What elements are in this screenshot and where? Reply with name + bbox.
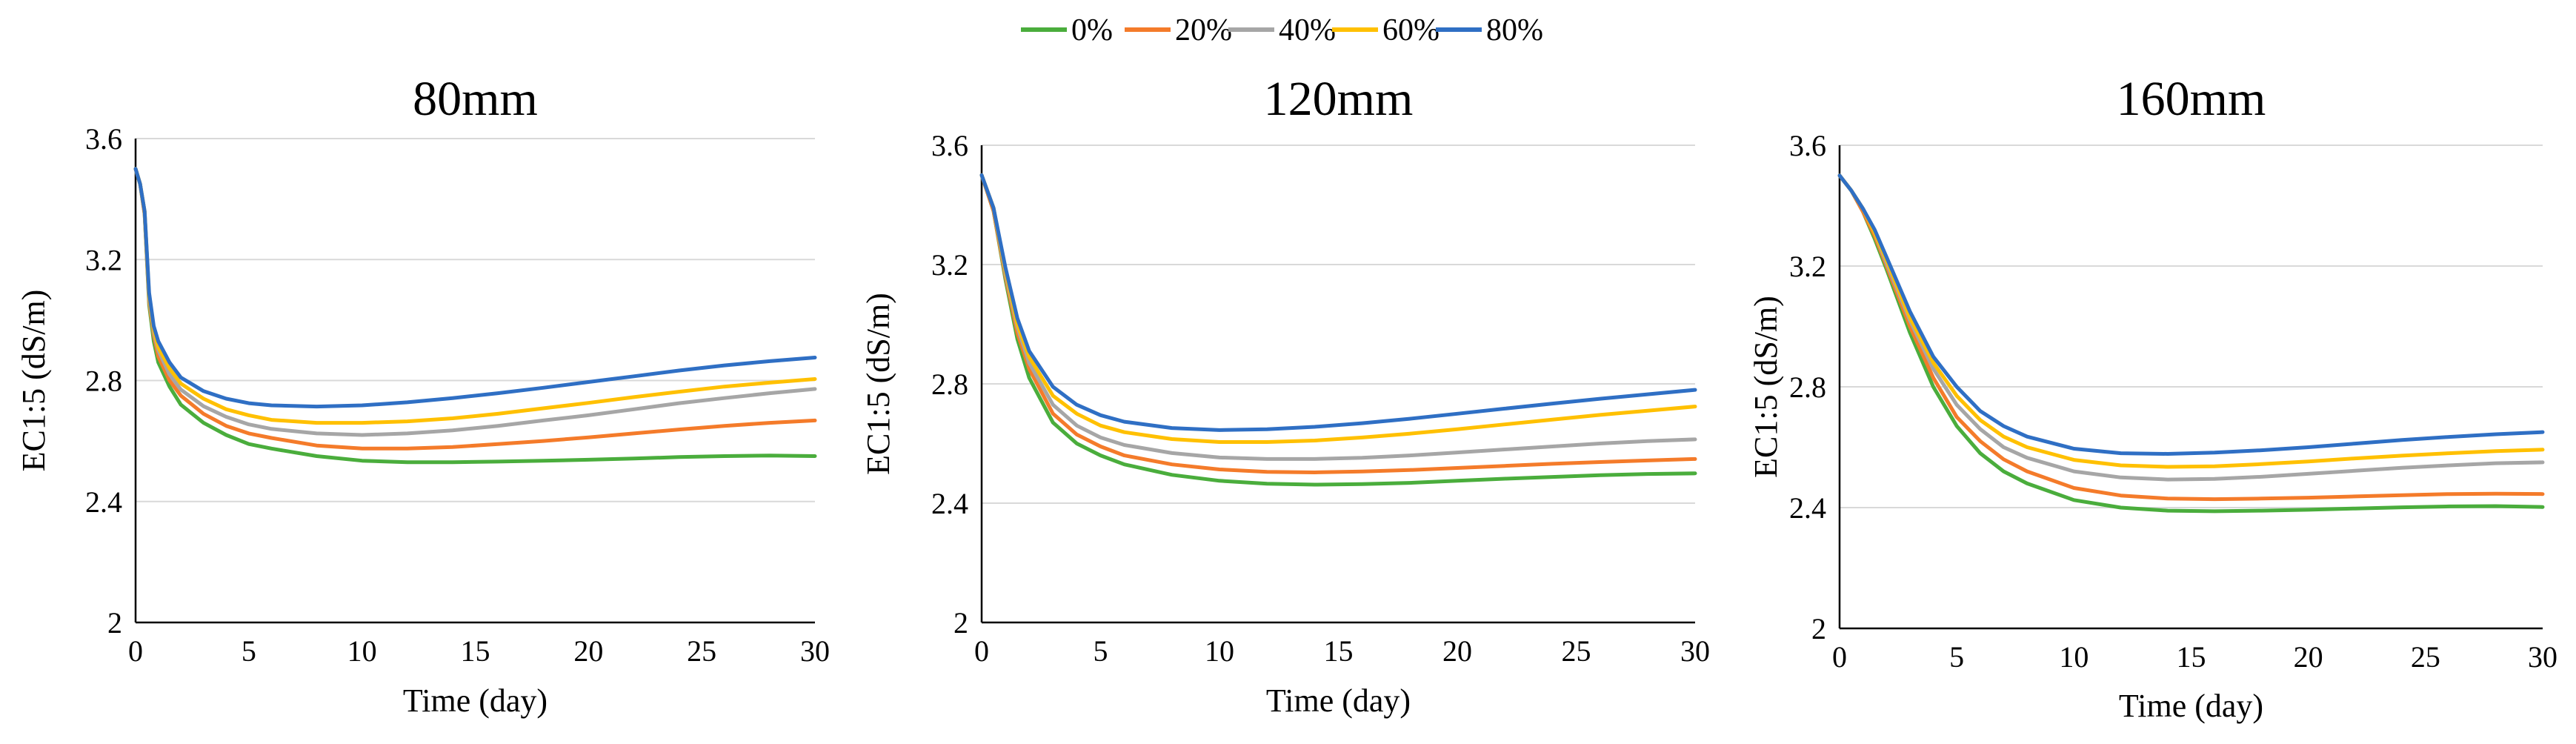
y-tick-label: 3.6 xyxy=(931,129,968,162)
x-axis-label: Time (day) xyxy=(2119,688,2263,724)
y-axis-label: EC1:5 (dS/m) xyxy=(860,293,896,475)
y-axis-label: EC1:5 (dS/m) xyxy=(16,290,52,472)
y-tick-label: 2.8 xyxy=(85,365,122,398)
x-tick-label: 20 xyxy=(1442,634,1472,668)
series-line-0pct xyxy=(979,173,1697,487)
x-tick-label: 20 xyxy=(2294,640,2323,674)
series-line-0pct xyxy=(133,167,817,465)
series-line-40pct xyxy=(1837,173,2545,482)
series-line-60pct xyxy=(1837,173,2545,469)
y-tick-label: 2 xyxy=(1811,612,1826,645)
legend-label: 0% xyxy=(1071,13,1113,47)
chart-80mm: 2 2.4 2.8 3.2 3.6 0 5 10 15 20 25 30 80mm Time (day) E… xyxy=(16,72,830,719)
series-line-60pct xyxy=(133,167,817,425)
x-tick-label: 30 xyxy=(2528,640,2557,674)
y-tick-label: 2.8 xyxy=(1789,371,1826,404)
x-tick-label: 10 xyxy=(1205,634,1234,668)
chart-title: 120mm xyxy=(1264,72,1414,126)
y-tick-label: 3.2 xyxy=(1789,250,1826,283)
x-axis-label: Time (day) xyxy=(1266,682,1411,719)
x-tick-label: 0 xyxy=(128,634,143,668)
x-tick-label: 25 xyxy=(687,634,716,668)
chart-120mm: 2 2.4 2.8 3.2 3.6 0 5 10 15 20 25 30 120mm Time (day)… xyxy=(860,72,1710,719)
series-line-80pct xyxy=(1837,173,2545,456)
x-tick-label: 30 xyxy=(1680,634,1710,668)
series-line-60pct xyxy=(979,173,1697,444)
series-line-0pct xyxy=(1837,173,2545,514)
y-tick-label: 3.6 xyxy=(1789,129,1826,162)
x-tick-label: 0 xyxy=(974,634,989,668)
y-tick-label: 2.4 xyxy=(85,485,122,519)
chart-title: 160mm xyxy=(2117,72,2266,126)
x-tick-label: 10 xyxy=(347,634,377,668)
x-tick-label: 10 xyxy=(2059,640,2089,674)
x-tick-label: 20 xyxy=(573,634,603,668)
y-tick-label: 2.8 xyxy=(931,368,968,401)
series-line-20pct xyxy=(1837,173,2545,502)
y-tick-label: 3.6 xyxy=(85,122,122,156)
chart-title: 80mm xyxy=(413,72,538,126)
x-tick-label: 25 xyxy=(2411,640,2440,674)
x-tick-label: 25 xyxy=(1562,634,1591,668)
y-tick-label: 2 xyxy=(107,606,122,640)
x-tick-label: 30 xyxy=(800,634,830,668)
series-line-20pct xyxy=(133,167,817,451)
legend: 0% 20% 40% 60% 80% xyxy=(1021,13,1543,47)
x-tick-label: 15 xyxy=(2177,640,2206,674)
legend-label: 60% xyxy=(1382,13,1440,47)
y-tick-label: 3.2 xyxy=(85,243,122,276)
series-line-80pct xyxy=(979,173,1697,432)
series-line-80pct xyxy=(133,167,817,409)
y-tick-label: 2.4 xyxy=(1789,491,1826,525)
y-axis-label: EC1:5 (dS/m) xyxy=(1748,296,1784,478)
x-tick-label: 15 xyxy=(461,634,490,668)
chart-160mm: 2 2.4 2.8 3.2 3.6 0 5 10 15 20 25 30 160mm Time (day)… xyxy=(1748,72,2557,724)
y-tick-label: 2.4 xyxy=(931,487,968,520)
y-tick-label: 2 xyxy=(953,606,968,640)
x-tick-label: 0 xyxy=(1832,640,1847,674)
x-axis-label: Time (day) xyxy=(403,682,548,719)
legend-label: 80% xyxy=(1486,13,1543,47)
series-line-20pct xyxy=(979,173,1697,474)
x-tick-label: 5 xyxy=(242,634,256,668)
legend-label: 20% xyxy=(1175,13,1232,47)
legend-label: 40% xyxy=(1279,13,1336,47)
x-tick-label: 15 xyxy=(1324,634,1354,668)
y-tick-label: 3.2 xyxy=(931,248,968,282)
x-tick-label: 5 xyxy=(1094,634,1108,668)
x-tick-label: 5 xyxy=(1949,640,1964,674)
